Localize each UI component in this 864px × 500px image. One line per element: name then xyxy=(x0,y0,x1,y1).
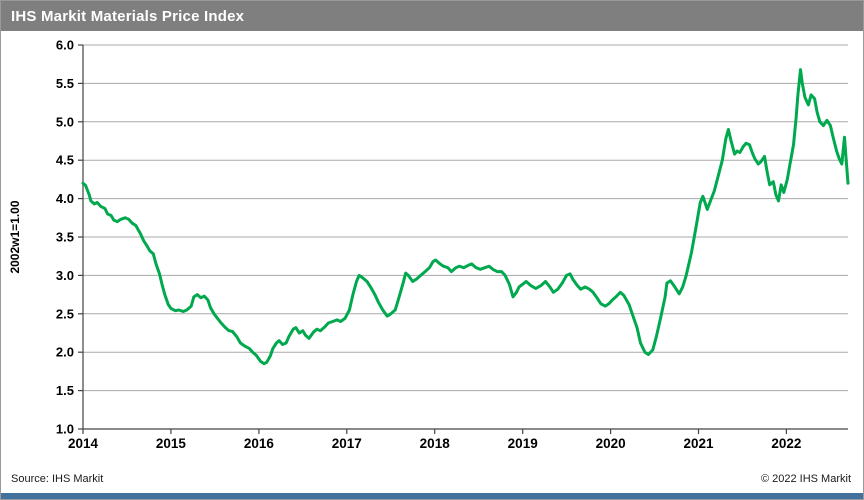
svg-text:4.5: 4.5 xyxy=(56,153,74,168)
svg-text:2019: 2019 xyxy=(508,436,538,451)
svg-text:2020: 2020 xyxy=(596,436,626,451)
svg-text:5.0: 5.0 xyxy=(56,114,74,129)
copyright-label: © 2022 IHS Markit xyxy=(760,473,851,485)
svg-text:2022: 2022 xyxy=(771,436,801,451)
svg-text:2.5: 2.5 xyxy=(56,306,74,321)
svg-text:1.0: 1.0 xyxy=(56,422,74,437)
chart-title: IHS Markit Materials Price Index xyxy=(11,7,245,25)
source-label: Source: IHS Markit xyxy=(11,473,104,485)
svg-text:2016: 2016 xyxy=(244,436,275,451)
footer-accent-bar xyxy=(1,493,863,499)
svg-text:3.0: 3.0 xyxy=(56,268,74,283)
y-axis-title: 2002w1=1.00 xyxy=(8,200,22,274)
svg-text:2015: 2015 xyxy=(156,436,187,451)
svg-text:3.5: 3.5 xyxy=(56,230,74,245)
svg-text:2014: 2014 xyxy=(68,436,99,451)
svg-text:4.0: 4.0 xyxy=(56,191,74,206)
svg-text:5.5: 5.5 xyxy=(56,76,74,91)
svg-text:1.5: 1.5 xyxy=(56,383,74,398)
svg-text:2021: 2021 xyxy=(683,436,714,451)
svg-text:6.0: 6.0 xyxy=(56,38,74,53)
svg-text:2.0: 2.0 xyxy=(56,345,74,360)
chart-title-bar: IHS Markit Materials Price Index xyxy=(1,1,863,31)
svg-text:2017: 2017 xyxy=(332,436,362,451)
svg-text:2018: 2018 xyxy=(420,436,451,451)
